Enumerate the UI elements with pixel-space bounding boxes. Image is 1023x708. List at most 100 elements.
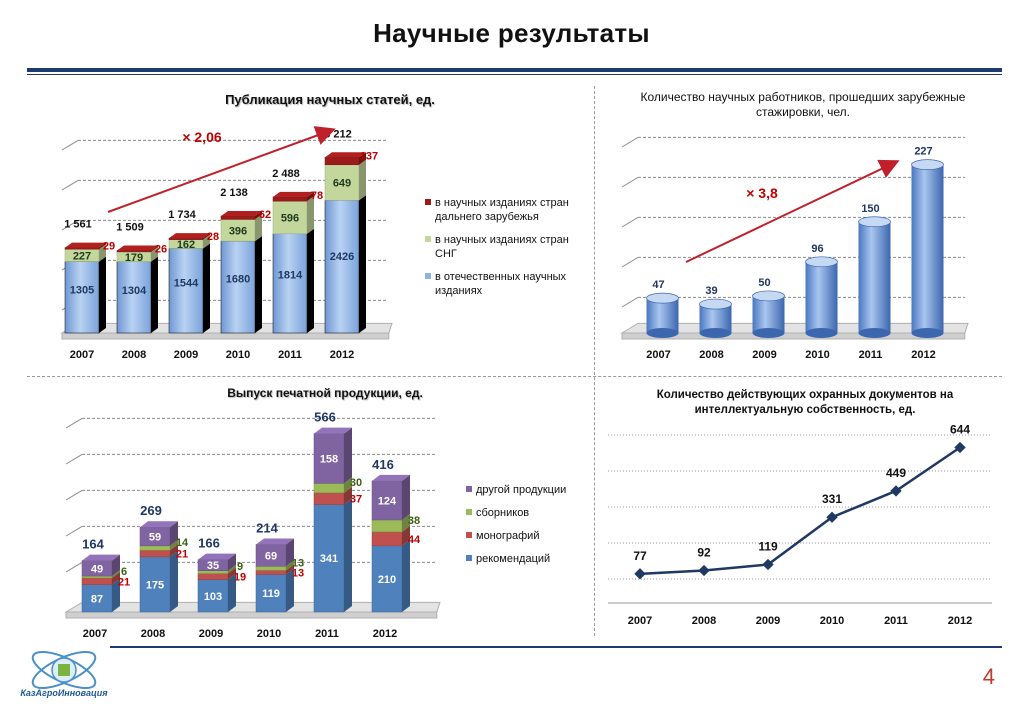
legend-label: в научных изданиях стран дальнего зарубе…: [435, 197, 569, 223]
prn-bar-2: [139, 545, 171, 551]
pat-x-tick: 2008: [692, 615, 716, 627]
res-bar-top: [646, 292, 679, 304]
res-bar-base: [646, 328, 679, 338]
prn-bar-top: [256, 538, 294, 545]
pub-bar-1-side: [255, 214, 262, 242]
prn-x-tick: 2010: [257, 628, 281, 640]
prn-bar-3-side: [402, 474, 410, 520]
res-gridline-edge: [621, 136, 639, 148]
pub-bar-top: [117, 245, 158, 251]
prn-x-tick: 2008: [141, 628, 165, 640]
res-x-tick: 2011: [859, 349, 883, 361]
pat-x-tick: 2011: [884, 615, 908, 627]
prn-label-other: 35: [207, 560, 219, 572]
pub-bar-0: [220, 240, 256, 334]
prn-gridline-edge: [65, 525, 83, 537]
prn-bar-2-side: [344, 477, 352, 493]
pub-bar-top: [325, 152, 366, 158]
res-bar: [805, 261, 838, 333]
prn-label-total: 269: [140, 503, 162, 518]
pub-label-cis: 649: [333, 178, 351, 190]
prn-bar-1-side: [286, 564, 294, 575]
pub-annotation: × 2,06: [182, 129, 222, 145]
prn-floor-front: [65, 611, 438, 619]
pub-label-foreign: 137: [360, 150, 378, 162]
pub-label-foreign: 62: [259, 209, 271, 221]
pat-label-value: 119: [758, 539, 778, 553]
prn-bar-1-side: [402, 525, 410, 546]
prn-label-other: 124: [378, 495, 397, 507]
legend-item-cis: в научных изданиях стран СНГ: [425, 233, 585, 261]
pub-bar-2-side: [307, 191, 314, 202]
legend-swatch: [466, 509, 472, 515]
legend-swatch: [425, 199, 431, 205]
pat-series-line: [639, 446, 961, 576]
pub-label-cis: 179: [125, 252, 143, 264]
legend-swatch: [425, 273, 431, 279]
prn-bar-0: [371, 545, 403, 613]
pub-bar-2: [272, 196, 308, 202]
prn-x-tick: 2011: [315, 628, 339, 640]
pub-bar-0: [324, 200, 360, 334]
pub-bar-0: [116, 261, 152, 334]
prn-x-tick: 2007: [83, 628, 107, 640]
prn-bar-top: [372, 474, 410, 481]
res-bar: [858, 221, 891, 333]
prn-label-recommendations: 103: [204, 591, 222, 603]
res-bar-base: [805, 328, 838, 338]
prn-label-collections: 38: [408, 515, 420, 527]
res-growth-arrow: [685, 159, 900, 263]
title-rule-thin: [27, 74, 1002, 75]
pub-label-total: 2 138: [220, 187, 248, 199]
prn-bar-0-side: [402, 539, 410, 612]
pub-bar-top: [169, 233, 210, 239]
prn-bar-1: [197, 573, 229, 580]
res-gridline-edge: [621, 216, 639, 228]
pub-label-domestic: 1680: [226, 273, 250, 285]
prn-label-recommendations: 210: [378, 574, 396, 586]
pub-bar-top: [221, 211, 262, 217]
pat-label-value: 77: [633, 549, 647, 563]
pub-bar-2-side: [99, 242, 106, 250]
pub-bar-0-side: [99, 256, 106, 333]
prn-bar-3: [313, 433, 345, 484]
pub-bar-1-side: [99, 244, 106, 262]
pub-bar-top: [65, 242, 106, 248]
pat-x-tick: 2009: [756, 615, 780, 627]
prn-label-recommendations: 341: [320, 553, 338, 565]
legend-item-recommendations: рекомендаций: [466, 552, 596, 566]
res-bar: [911, 164, 944, 333]
pub-gridline-edge: [61, 219, 79, 231]
legend-label: другой продукции: [476, 484, 567, 496]
res-label-value: 39: [705, 285, 717, 297]
pub-bar-2-side: [359, 152, 366, 165]
pat-x-tick: 2007: [628, 615, 652, 627]
legend-item-monographs: монографий: [466, 529, 596, 543]
prn-bar-2: [371, 519, 403, 533]
pat-x-tick: 2010: [820, 615, 844, 627]
pub-x-tick: 2012: [330, 349, 354, 361]
pub-bar-1-side: [307, 196, 314, 234]
prn-gridline-edge: [65, 453, 83, 465]
prn-bar-1: [313, 492, 345, 505]
chart-title-patents: Количество действующих охранных документ…: [656, 389, 954, 416]
res-floor-front: [621, 332, 966, 340]
res-gridline-edge: [621, 176, 639, 188]
prn-bar-2-side: [112, 570, 120, 578]
chart-title-researchers: Количество научных работников, прошедших…: [640, 90, 966, 119]
prn-label-recommendations: 175: [146, 579, 164, 591]
prn-bar-2: [313, 483, 345, 494]
res-x-tick: 2010: [805, 349, 829, 361]
prn-label-collections: 13: [292, 557, 304, 569]
prn-bar-1: [139, 549, 171, 558]
prn-bar-0-side: [286, 568, 294, 612]
pub-bar-0-side: [203, 243, 210, 333]
pub-bar-0-side: [151, 256, 158, 333]
pub-label-domestic: 1304: [122, 285, 147, 297]
pub-bar-0: [168, 248, 204, 334]
res-bar-top: [911, 159, 944, 170]
pat-point: [634, 568, 646, 580]
prn-bar-2: [255, 566, 287, 571]
prn-label-monographs: 21: [118, 576, 130, 588]
res-bar: [752, 295, 785, 333]
